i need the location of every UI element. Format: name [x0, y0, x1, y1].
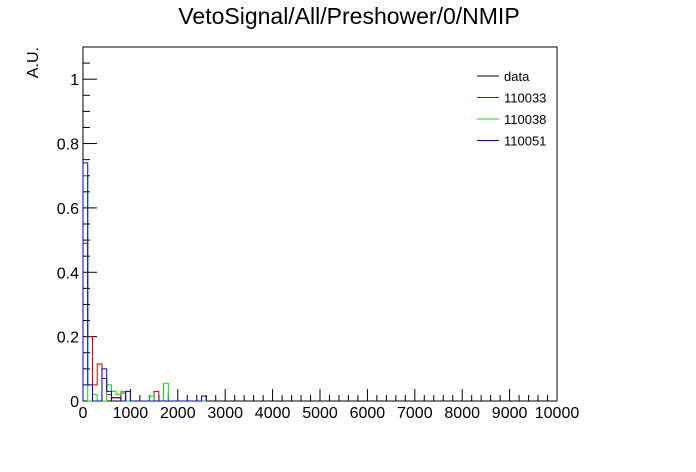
y-tick-label: 0.2	[57, 330, 79, 347]
y-tick-label: 0.4	[57, 265, 79, 282]
legend-label-110033: 110033	[504, 91, 546, 106]
x-axis: 0 1000 2000 3000 4000 5000 6000 7000 8000 9000 100…	[79, 389, 580, 422]
y-tick-label: 0.8	[57, 137, 79, 154]
series-layer	[82, 162, 207, 402]
chart-title: VetoSignal/All/Preshower/0/NMIP	[178, 3, 519, 29]
legend-label-110051: 110051	[504, 134, 546, 149]
y-tick-label: 1	[70, 72, 79, 89]
plot-frame	[82, 46, 558, 402]
y-axis-label: A.U.	[25, 47, 42, 78]
series-line-110051	[82, 162, 207, 402]
legend-label-data: data	[504, 69, 530, 84]
x-tick-label: 5000	[302, 405, 338, 422]
x-tick-label: 0	[79, 405, 88, 422]
x-tick-label: 8000	[444, 405, 480, 422]
x-tick-label: 1000	[113, 405, 149, 422]
y-minor-ticks	[83, 46, 90, 386]
x-tick-label: 2000	[160, 405, 196, 422]
x-tick-label: 7000	[397, 405, 433, 422]
legend-label-110038: 110038	[504, 112, 546, 127]
y-axis: 0 0.2 0.4 0.6 0.8 1	[57, 72, 97, 411]
y-tick-label: 0.6	[57, 201, 79, 218]
x-tick-label: 6000	[350, 405, 386, 422]
legend: data 110033 110038 110051	[477, 69, 546, 149]
x-tick-label: 3000	[207, 405, 243, 422]
y-tick-label: 0	[70, 394, 79, 411]
x-tick-label: 10000	[535, 405, 580, 422]
x-tick-label: 9000	[492, 405, 528, 422]
x-tick-label: 4000	[255, 405, 291, 422]
